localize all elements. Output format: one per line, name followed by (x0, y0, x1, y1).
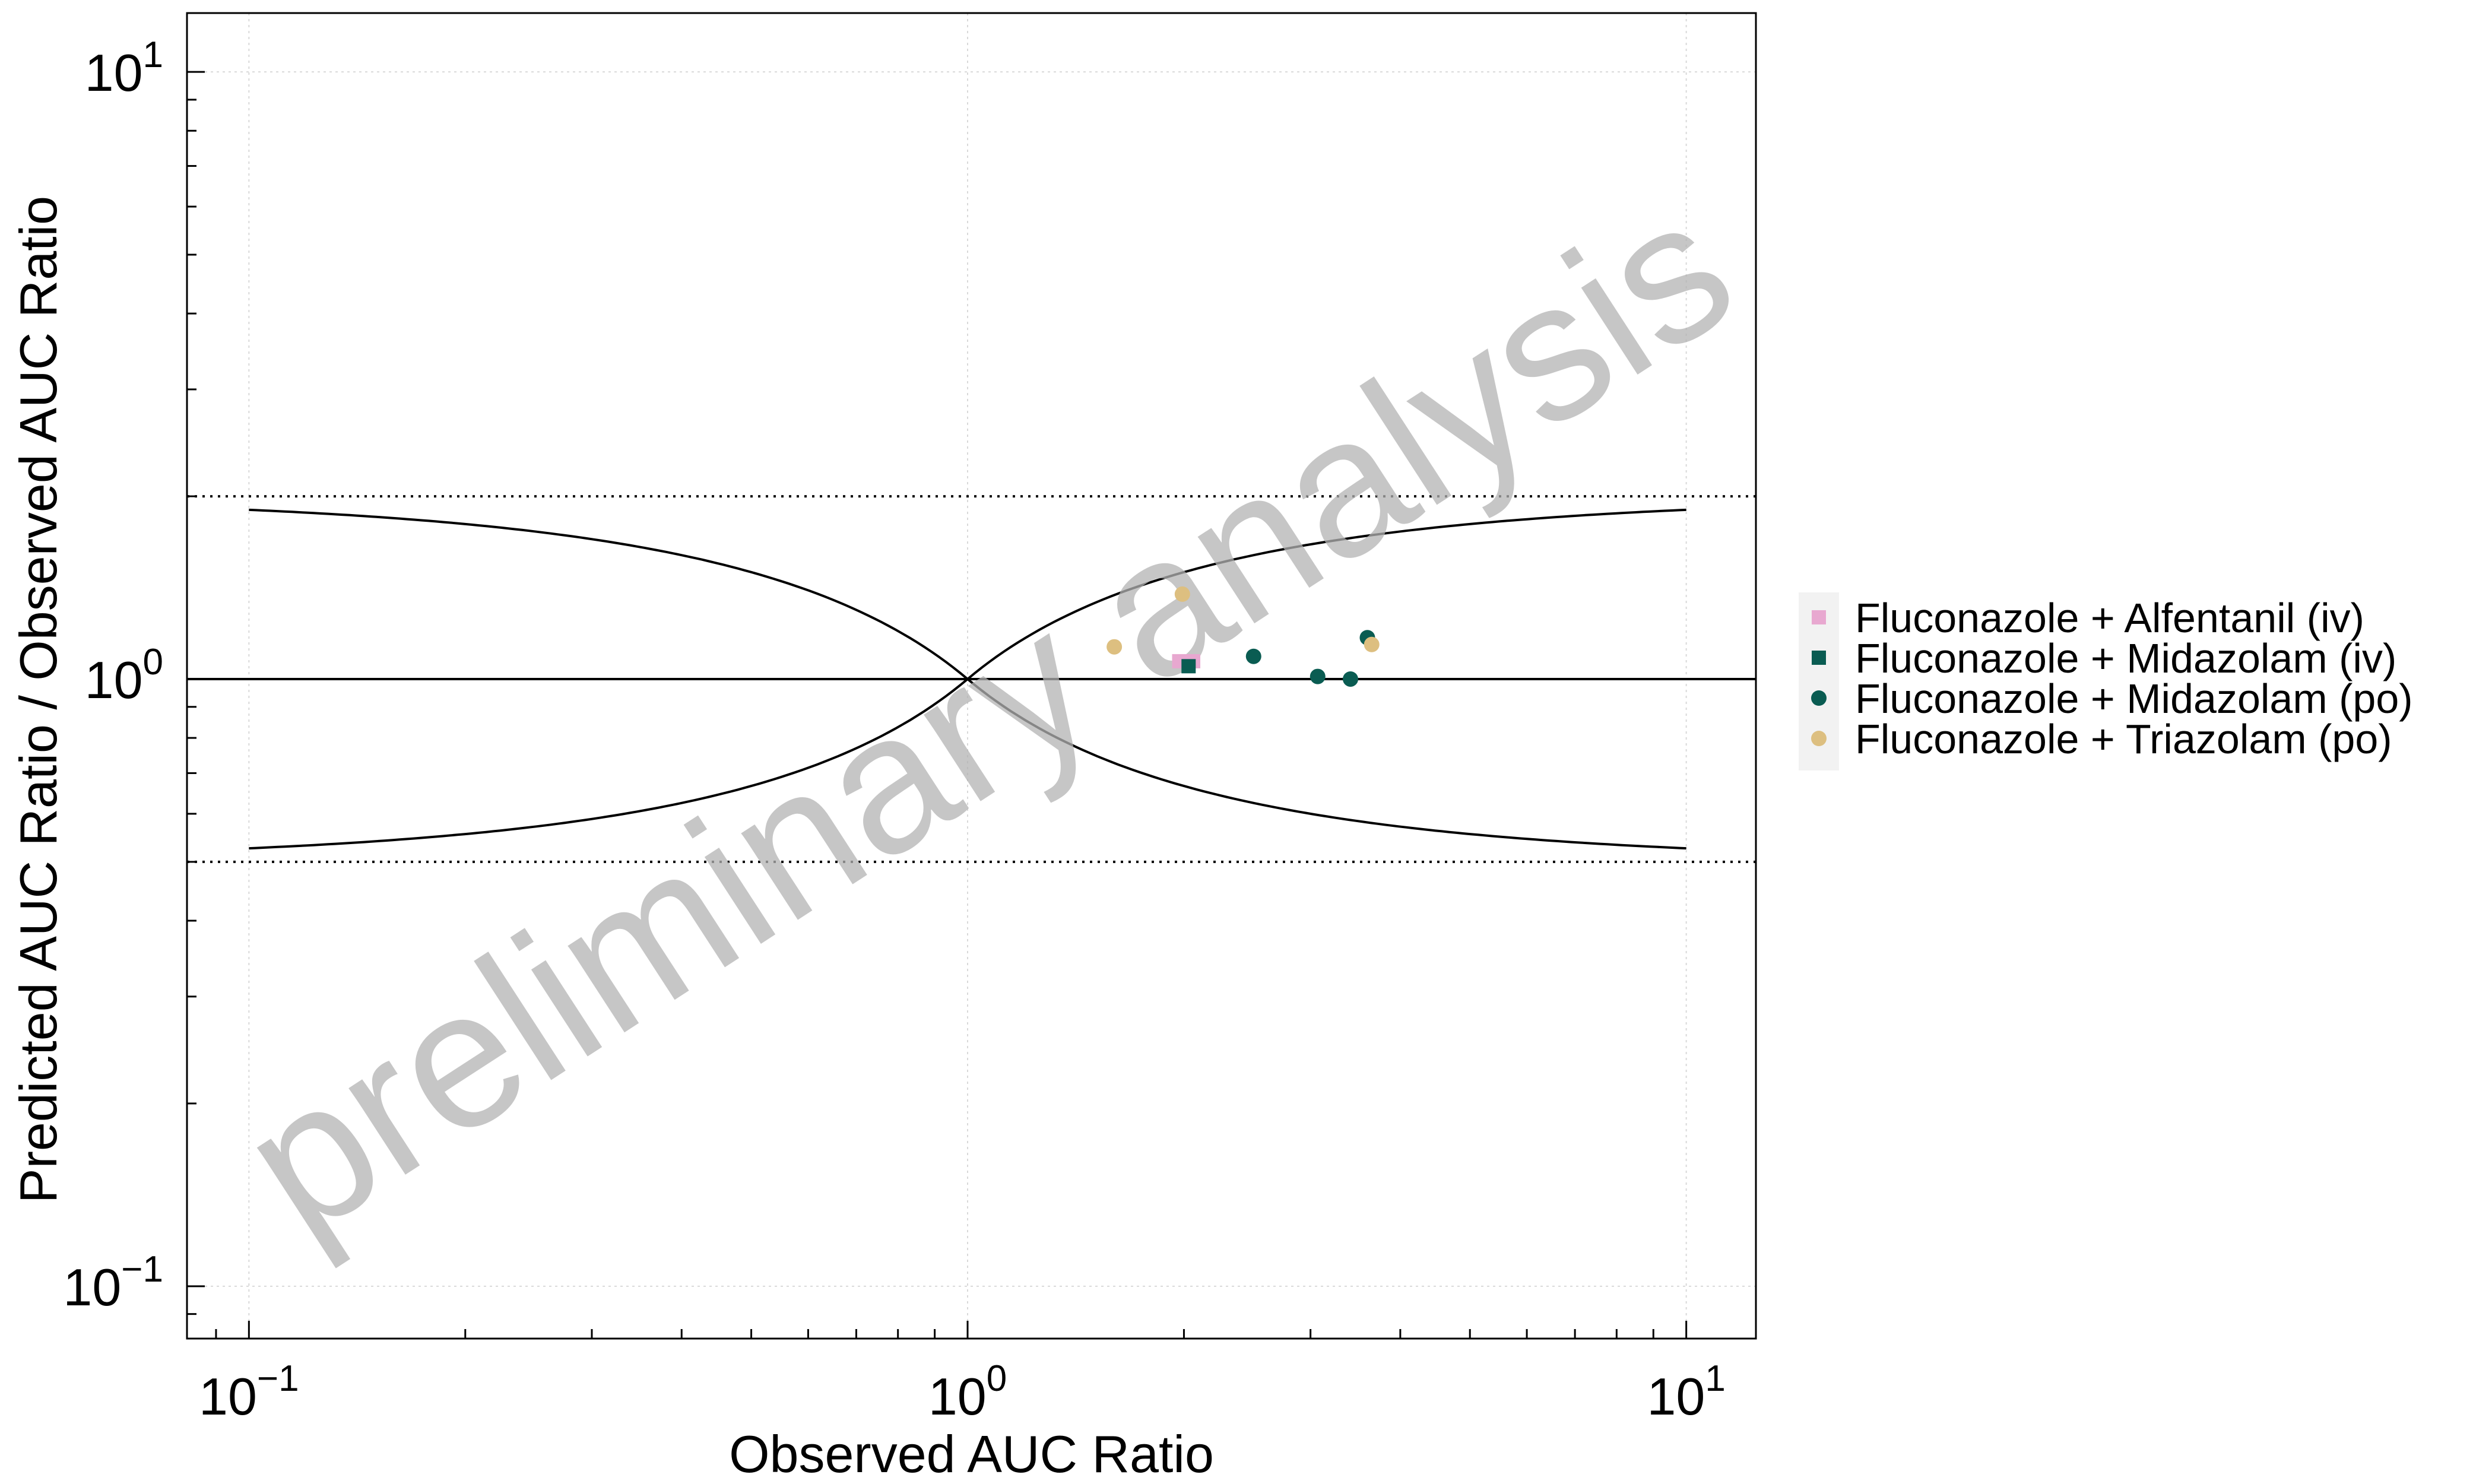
data-point (1181, 659, 1196, 674)
x-tick-label: 10−1 (199, 1358, 299, 1426)
legend-marker (1811, 690, 1827, 706)
legend-marker (1812, 610, 1826, 624)
tick-labels: 10−1 100 101 10−1 100 101 (63, 34, 1725, 1426)
x-tick-label: 100 (928, 1358, 1007, 1426)
y-tick-label: 101 (85, 34, 163, 102)
data-point (1245, 648, 1261, 664)
legend-label: Fluconazole + Midazolam (iv) (1855, 635, 2396, 681)
y-axis-label: Predicted AUC Ratio / Observed AUC Ratio (9, 196, 68, 1203)
axis-ticks (187, 71, 1688, 1339)
data-point (1364, 636, 1380, 652)
y-tick-label: 10−1 (63, 1249, 163, 1317)
x-axis-label: Observed AUC Ratio (729, 1425, 1214, 1483)
data-point (1106, 639, 1123, 655)
data-point (1310, 668, 1326, 684)
reference-lines (187, 495, 1756, 863)
legend: Fluconazole + Alfentanil (iv)Fluconazole… (1799, 592, 2413, 770)
data-points (1106, 586, 1380, 687)
x-tick-label: 101 (1647, 1358, 1725, 1426)
legend-marker (1812, 651, 1826, 665)
legend-marker (1811, 731, 1827, 746)
guest-limit-lower (249, 677, 1686, 850)
data-point (1174, 586, 1190, 602)
legend-label: Fluconazole + Triazolam (po) (1855, 716, 2392, 762)
legend-label: Fluconazole + Midazolam (po) (1855, 676, 2413, 722)
data-point (1342, 671, 1358, 687)
legend-label: Fluconazole + Alfentanil (iv) (1855, 595, 2364, 641)
plot-frame (186, 12, 1757, 1340)
y-tick-label: 100 (85, 642, 163, 709)
